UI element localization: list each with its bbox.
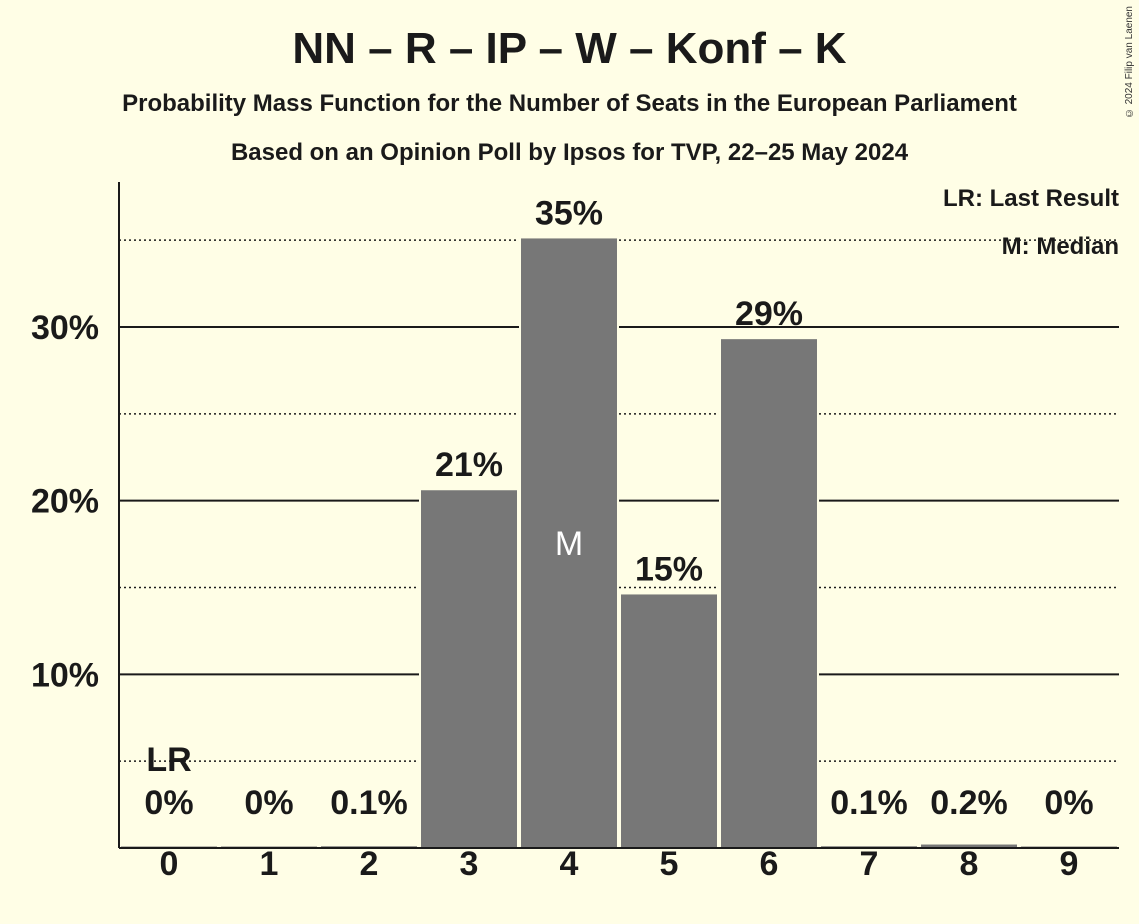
axes: 10% 20% 30% 0 1 2 3 4 5 6 7 8 9 xyxy=(31,182,1119,883)
bar-value-label: 0.1% xyxy=(330,784,408,822)
bar xyxy=(521,238,617,848)
bar-value-label: 0% xyxy=(244,784,293,822)
bar-value-label: 15% xyxy=(635,550,703,588)
y-tick-label: 20% xyxy=(31,483,99,521)
y-tick-label: 30% xyxy=(31,309,99,347)
bar-value-label: 21% xyxy=(435,446,503,484)
bar-value-label: 0% xyxy=(1044,784,1093,822)
bar-value-label: 35% xyxy=(535,194,603,232)
bar-value-label: 0.1% xyxy=(830,784,908,822)
chart-subtitle: Probability Mass Function for the Number… xyxy=(122,90,1017,117)
x-tick-label: 8 xyxy=(960,845,979,883)
bar-value-label: 0.2% xyxy=(930,784,1008,822)
bar xyxy=(621,594,717,848)
y-tick-label: 10% xyxy=(31,656,99,694)
bar-value-label: 29% xyxy=(735,295,803,333)
value-labels: 0% 0% 0.1% 21% 35% 15% 29% 0.1% 0.2% 0% M LR xyxy=(144,194,1093,822)
chart-subtitle-source: Based on an Opinion Poll by Ipsos for TV… xyxy=(230,139,909,166)
bar-gap xyxy=(819,844,919,848)
bars xyxy=(121,236,1117,848)
x-tick-label: 9 xyxy=(1060,845,1079,883)
chart-title: NN – R – IP – W – Konf – K xyxy=(292,24,847,73)
x-tick-label: 6 xyxy=(760,845,779,883)
x-tick-label: 5 xyxy=(660,845,679,883)
legend-median: M: Median xyxy=(1001,233,1119,260)
x-tick-label: 0 xyxy=(160,845,179,883)
bar-value-label: 0% xyxy=(144,784,193,822)
x-tick-label: 3 xyxy=(460,845,479,883)
bar xyxy=(721,339,817,848)
legend-last-result: LR: Last Result xyxy=(942,185,1119,212)
x-tick-label: 7 xyxy=(860,845,879,883)
median-marker: M xyxy=(555,525,583,563)
x-tick-label: 4 xyxy=(560,845,579,883)
bar xyxy=(421,490,517,848)
bar xyxy=(921,844,1017,848)
bar-gap xyxy=(319,844,419,848)
x-tick-label: 1 xyxy=(260,845,279,883)
x-tick-label: 2 xyxy=(360,845,379,883)
last-result-marker: LR xyxy=(146,741,191,779)
